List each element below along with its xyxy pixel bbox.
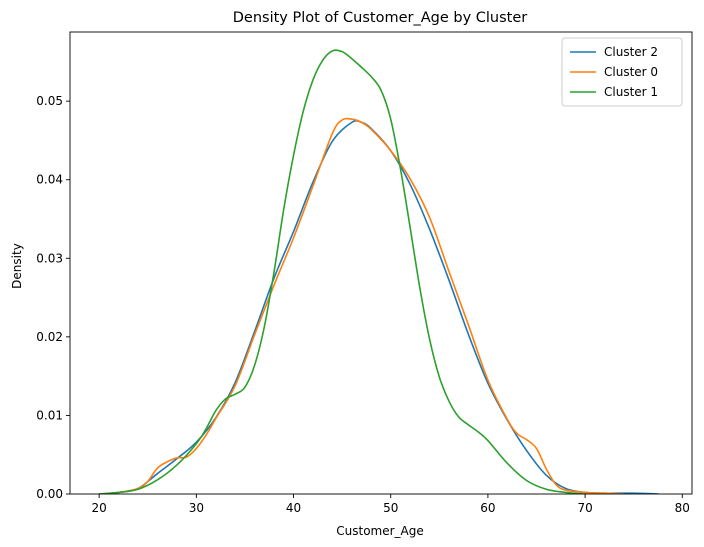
- legend-box: [561, 37, 683, 107]
- x-tick-label: 50: [383, 501, 398, 515]
- series-line-cluster-1: [99, 49, 586, 494]
- legend-entry-cluster-0: Cluster 0: [570, 65, 658, 79]
- legend-label: Cluster 0: [604, 65, 658, 79]
- series-layer: [99, 49, 659, 494]
- y-axis-label: Density: [10, 243, 24, 289]
- y-tick-label: 0.04: [36, 173, 63, 187]
- x-axis-label: Customer_Age: [336, 524, 424, 538]
- x-tick-label: 70: [577, 501, 592, 515]
- legend-label: Cluster 2: [604, 45, 658, 59]
- x-tick-label: 30: [189, 501, 204, 515]
- x-tick-label: 40: [286, 501, 301, 515]
- legend-entry-cluster-2: Cluster 2: [570, 45, 658, 59]
- y-tick-label: 0.05: [36, 94, 63, 108]
- y-tick-label: 0.02: [36, 330, 63, 344]
- legend-entry-cluster-1: Cluster 1: [570, 85, 658, 99]
- y-tick-label: 0.00: [36, 487, 63, 501]
- axes-layer: 20 30 40 50 60 70 80 0.00 0.01 0.02 0.03 0.04 0.05: [36, 31, 693, 515]
- x-tick-label: 80: [675, 501, 690, 515]
- legend-label: Cluster 1: [604, 85, 658, 99]
- plot-frame: [69, 31, 693, 495]
- y-tick-label: 0.03: [36, 251, 63, 265]
- series-line-cluster-0: [99, 117, 625, 494]
- y-tick-label: 0.01: [36, 408, 63, 422]
- chart-title: Density Plot of Customer_Age by Cluster: [233, 10, 527, 26]
- x-tick-label: 20: [92, 501, 107, 515]
- x-tick-label: 60: [480, 501, 495, 515]
- legend: Cluster 2 Cluster 0 Cluster 1: [561, 37, 683, 107]
- series-line-cluster-2: [99, 119, 659, 494]
